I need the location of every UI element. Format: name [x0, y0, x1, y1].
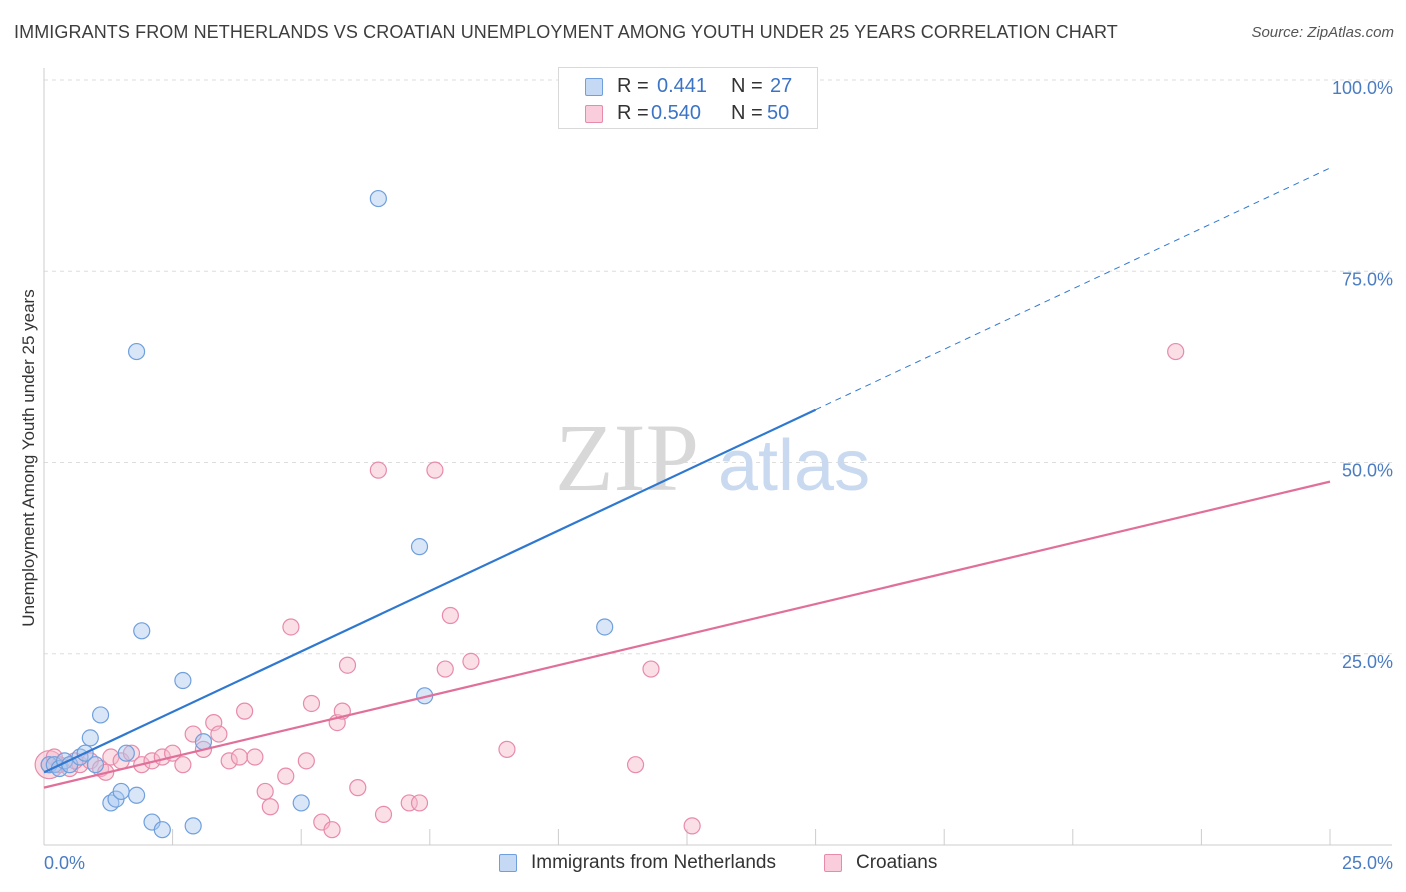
x-tick-label: 25.0%: [1342, 853, 1393, 873]
croatians-point: [462, 652, 480, 671]
croatians-point: [323, 821, 341, 839]
netherlands-point: [184, 817, 202, 835]
legend-n-value: 27: [770, 75, 793, 97]
croatians-point: [174, 756, 192, 774]
croatians-point: [302, 694, 321, 713]
croatians-point: [410, 794, 429, 812]
netherlands-point: [127, 786, 146, 804]
netherlands-trend-line: [43, 408, 817, 774]
legend-label-netherlands: Immigrants from Netherlands: [531, 852, 776, 873]
y-tick-label: 100.0%: [1332, 78, 1393, 98]
croatians-point: [626, 756, 645, 774]
croatians-point: [436, 660, 454, 678]
netherlands-point: [153, 821, 171, 839]
netherlands-trend-extension: [815, 167, 1331, 411]
netherlands-point: [91, 706, 110, 724]
croatians-point: [374, 805, 393, 824]
netherlands-point: [174, 671, 192, 690]
croatians-point: [236, 702, 254, 720]
netherlands-point: [410, 538, 429, 556]
watermark-zip: ZIP: [555, 404, 699, 511]
y-tick-label: 25.0%: [1342, 652, 1393, 672]
axes-layer: [43, 68, 1392, 846]
croatians-point: [426, 461, 444, 479]
source-credit: Source: ZipAtlas.com: [1251, 24, 1394, 41]
grid-layer: [44, 79, 1392, 655]
legend-n-label: N =: [731, 102, 763, 124]
croatians-point: [498, 740, 516, 758]
netherlands-point: [117, 744, 135, 762]
croatians-point: [338, 656, 357, 674]
netherlands-point: [86, 756, 105, 774]
croatians-point: [349, 779, 367, 797]
legend-n-label: N =: [731, 75, 763, 97]
netherlands-point: [127, 342, 146, 361]
legend-swatch-pink: [585, 105, 603, 123]
legend-swatch-blue: [499, 854, 517, 872]
tick-labels: 25.0% 50.0% 75.0% 100.0% 0.0% 25.0%: [44, 78, 1393, 873]
croatians-point: [220, 752, 238, 770]
netherlands-point: [596, 618, 614, 636]
y-tick-label: 75.0%: [1342, 269, 1393, 289]
legend-r-label: R =: [617, 75, 649, 97]
croatians-point: [642, 660, 660, 678]
chart-title: IMMIGRANTS FROM NETHERLANDS VS CROATIAN …: [14, 22, 1118, 42]
watermark-atlas: atlas: [718, 426, 870, 506]
legend-swatch-pink: [824, 854, 842, 872]
netherlands-point: [112, 782, 130, 801]
croatians-trend-line: [43, 480, 1331, 789]
y-tick-label: 50.0%: [1342, 461, 1393, 481]
croatians-point: [230, 748, 249, 766]
croatians-point: [441, 606, 459, 625]
trend-lines: [43, 167, 1331, 789]
croatians-point: [1167, 342, 1185, 361]
netherlands-points: [40, 189, 614, 839]
series-legend: Immigrants from Netherlands Croatians: [0, 850, 1406, 880]
legend-n-value: 50: [767, 102, 790, 124]
croatians-point: [282, 618, 300, 636]
netherlands-point: [369, 189, 387, 208]
croatians-point: [210, 725, 228, 743]
legend-r-value: 0.441: [657, 75, 708, 97]
legend-swatch-blue: [585, 78, 603, 96]
croatians-point: [683, 817, 701, 835]
croatians-point: [122, 744, 141, 762]
netherlands-point: [133, 622, 151, 640]
croatians-point: [277, 767, 295, 785]
legend-r-value: 0.540: [651, 102, 702, 124]
croatians-point: [297, 752, 315, 770]
stats-legend: R = 0.441 N = 27 R = 0.540 N = 50: [558, 67, 818, 129]
croatians-point: [256, 782, 274, 801]
legend-r-label: R =: [617, 102, 649, 124]
croatians-point: [261, 798, 279, 816]
legend-label-croatians: Croatians: [856, 852, 938, 873]
netherlands-point: [292, 794, 310, 812]
y-axis-title: Unemployment Among Youth under 25 years: [19, 289, 38, 626]
croatians-point: [246, 748, 264, 766]
netherlands-point: [81, 729, 99, 747]
x-tick-label: 0.0%: [44, 853, 85, 873]
watermark: ZIP atlas: [555, 404, 870, 511]
croatians-point: [369, 461, 387, 479]
